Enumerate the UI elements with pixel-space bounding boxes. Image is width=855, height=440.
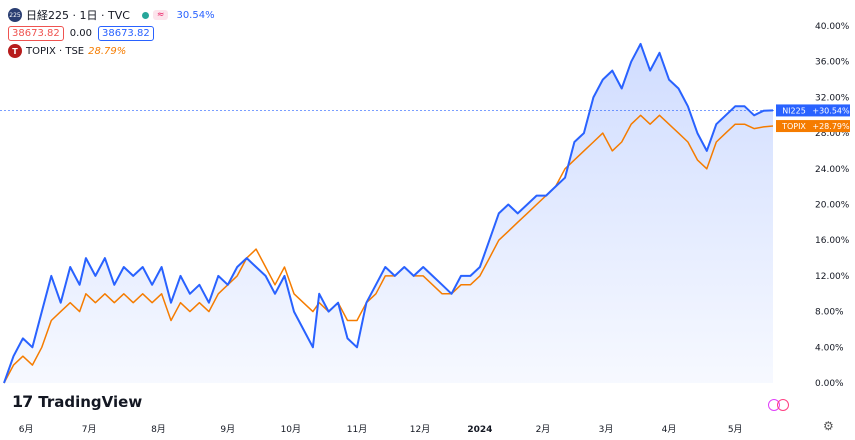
series-line-ni225 <box>3 42 774 384</box>
legend: 225 日経225 · 1日 · TVC ≈ 30.54% 38673.82 0… <box>8 6 215 60</box>
y-tick-label: 28.00% <box>815 129 850 139</box>
y-tick-label: 12.00% <box>815 272 850 282</box>
series-value-label: +30.54% <box>812 106 850 115</box>
y-tick-label: 16.00% <box>815 236 850 246</box>
x-tick-label: 2024 <box>467 425 492 435</box>
y-tick-label: 36.00% <box>815 58 850 68</box>
y-tick-label: 24.00% <box>815 165 850 175</box>
symbol-change: 30.54% <box>176 9 215 21</box>
buy-price[interactable]: 38673.82 <box>97 25 154 41</box>
series-value-label: +28.79% <box>812 122 850 131</box>
legend-compare-row: T TOPIX · TSE 28.79% <box>8 42 215 60</box>
spread-value: 0.00 <box>69 27 92 39</box>
y-tick-label: 0.00% <box>815 379 844 389</box>
x-tick-label: 2月 <box>536 424 551 435</box>
tradingview-mark-icon: 17 <box>12 392 33 411</box>
symbol-title[interactable]: 日経225 · 1日 · TVC <box>26 9 130 22</box>
x-tick-label: 5月 <box>728 424 743 435</box>
tradingview-logo: 17 TradingView <box>12 392 142 411</box>
topix-change: 28.79% <box>88 45 127 57</box>
y-tick-label: 40.00% <box>815 22 850 32</box>
x-tick-label: 7月 <box>82 424 97 435</box>
x-tick-label: 10月 <box>281 424 301 435</box>
y-tick-label: 8.00% <box>815 308 844 318</box>
y-tick-label: 32.00% <box>815 93 850 103</box>
market-status-icon <box>141 11 149 19</box>
series-name-tag-topix <box>776 120 812 133</box>
x-tick-label: 3月 <box>599 424 614 435</box>
x-tick-label: 9月 <box>220 424 235 435</box>
series-line-topix <box>3 114 774 384</box>
x-tick-label: 6月 <box>19 424 34 435</box>
x-tick-label: 11月 <box>347 424 367 435</box>
legend-price-row: 38673.82 0.00 38673.82 <box>8 24 215 42</box>
x-tick-label: 4月 <box>662 424 677 435</box>
wave-icon: ≈ <box>152 10 169 20</box>
series-value-tag-topix <box>812 120 850 133</box>
sell-price[interactable]: 38673.82 <box>8 25 64 41</box>
x-tick-label: 12月 <box>410 424 430 435</box>
x-tick-label: 8月 <box>151 424 166 435</box>
y-tick-label: 4.00% <box>815 343 844 353</box>
legend-main-row: 225 日経225 · 1日 · TVC ≈ 30.54% <box>8 6 215 24</box>
tradingview-logo-text: TradingView <box>38 392 143 411</box>
series-name-label: NI225 <box>782 106 806 115</box>
symbol-badge-icon: 225 <box>8 8 22 22</box>
y-tick-label: 20.00% <box>815 201 850 211</box>
area-fill <box>4 43 773 384</box>
topix-title[interactable]: TOPIX · TSE <box>26 45 85 57</box>
series-value-tag-ni225 <box>812 104 850 117</box>
gear-icon[interactable]: ⚙ <box>823 419 834 433</box>
compare-circle-icon-2[interactable] <box>777 399 789 411</box>
series-name-tag-ni225 <box>776 104 812 117</box>
topix-badge-icon: T <box>8 44 22 58</box>
series-name-label: TOPIX <box>781 122 806 131</box>
